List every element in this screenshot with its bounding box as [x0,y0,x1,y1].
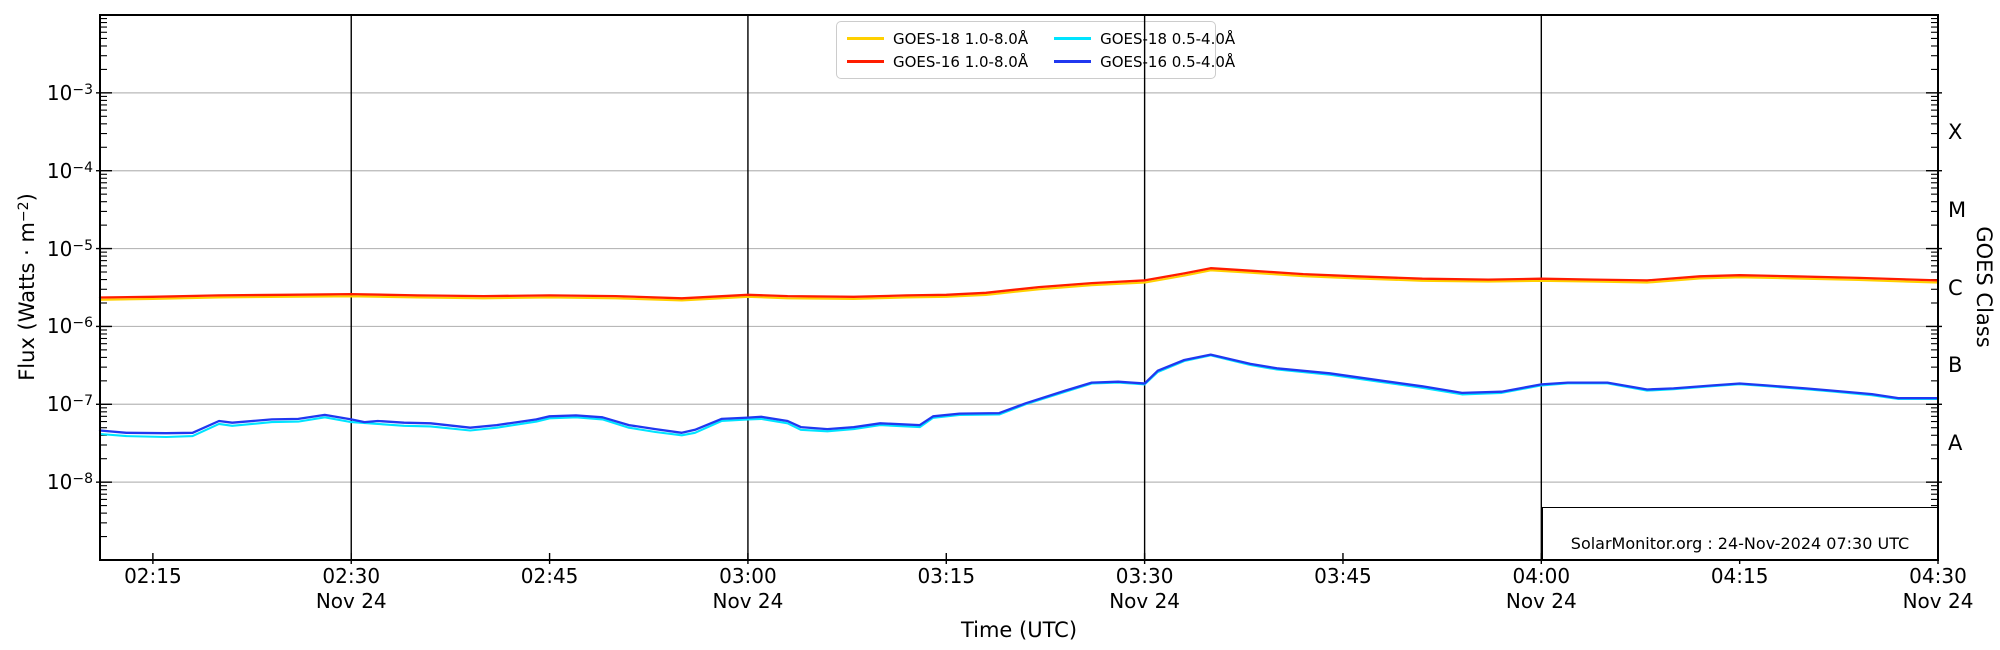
x-tick-label: 04:00 [1512,564,1571,588]
watermark-box: SolarMonitor.org : 24-Nov-2024 07:30 UTC [1542,507,1938,560]
y-axis-label-sup: −2 [16,201,32,223]
x-date-label: Nov 24 [712,589,784,613]
goes-class-label: B [1948,353,1963,378]
x-axis-label: Time (UTC) [960,618,1078,642]
y-tick-label: 10−6 [46,314,93,339]
legend-line-swatch [847,37,884,40]
legend-entry: GOES-16 1.0-8.0Å [847,53,1028,71]
legend-line-swatch [847,60,884,63]
x-tick-label: 02:30 [322,564,381,588]
x-tick-label: 03:00 [719,564,777,588]
x-tick-label: 02:45 [520,564,579,588]
y-tick-label: 10−8 [46,470,93,495]
series-goes16-short [98,353,1940,435]
right-axis-label: GOES Class [1972,226,1996,348]
legend-label: GOES-16 0.5-4.0Å [1100,52,1236,71]
x-tick-label: 04:30 [1909,564,1967,588]
y-tick-label: 10−7 [46,392,93,417]
goes-class-label: C [1948,275,1963,300]
plot-frame [99,14,1939,561]
series-goes18-short [98,354,1940,439]
y-tick-label: 10−5 [46,236,93,261]
legend-entry: GOES-16 0.5-4.0Å [1054,53,1235,71]
x-tick-label: 03:30 [1115,564,1174,588]
x-tick-label: 04:15 [1710,564,1769,588]
x-tick-label: 03:45 [1314,564,1372,588]
series-goes18-long [98,269,1940,302]
goes-class-label: X [1948,119,1963,144]
watermark-text: SolarMonitor.org : 24-Nov-2024 07:30 UTC [1570,534,1910,553]
legend-entry: GOES-18 0.5-4.0Å [1054,30,1235,48]
series-goes16-long [98,267,1940,300]
y-axis-label-text: Flux (Watts · m [15,222,39,381]
legend-line-swatch [1054,60,1092,63]
legend-label: GOES-18 1.0-8.0Å [893,29,1029,48]
legend: GOES-18 1.0-8.0Å GOES-16 1.0-8.0Å GOES-18 … [836,21,1235,79]
goes-class-label: A [1948,431,1963,456]
legend-label: GOES-16 1.0-8.0Å [893,52,1029,71]
x-date-label: Nov 24 [315,589,387,613]
legend-label: GOES-18 0.5-4.0Å [1100,29,1236,48]
x-tick-label: 03:15 [917,564,976,588]
x-date-label: Nov 24 [1902,589,1974,613]
y-axis-label: Flux (Watts · m−2) [15,193,39,381]
legend-line-swatch [1054,37,1092,40]
x-tick-label: 02:15 [124,564,182,588]
goes-class-label: M [1948,197,1967,222]
x-date-label: Nov 24 [1505,589,1577,613]
legend-entry: GOES-18 1.0-8.0Å [847,30,1028,48]
y-axis-label-close: ) [15,193,39,202]
y-tick-label: 10−4 [46,158,93,183]
y-tick-label: 10−3 [46,80,93,105]
x-date-label: Nov 24 [1109,589,1181,613]
